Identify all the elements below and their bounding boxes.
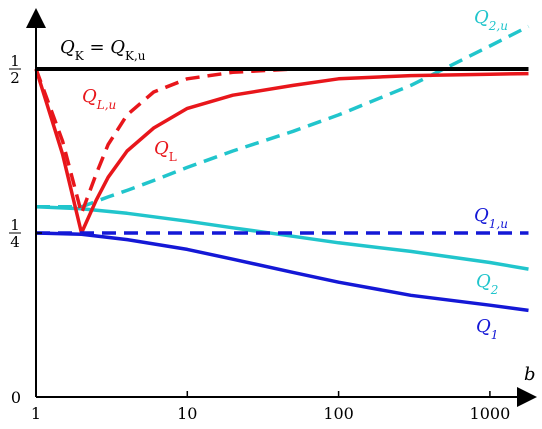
series-label-main: Q (476, 271, 491, 292)
series-label-subscript: L,u (96, 98, 117, 112)
series-label-subscript: 2 (490, 283, 499, 297)
x-tick-label-2: 100 (323, 404, 354, 423)
x-tick-label-3: 1000 (470, 404, 511, 423)
series-layer (34, 24, 530, 313)
series-label-subscript: 2,u (488, 19, 508, 33)
series-line-qlu (34, 67, 529, 216)
series-label-subscript: L (169, 150, 177, 164)
series-line-q1 (35, 231, 529, 313)
y-tick-denominator-1: 4 (10, 233, 20, 251)
axes-layer: b (26, 8, 537, 407)
series-label-main: Q (476, 316, 491, 337)
x-tick-label-1: 10 (177, 404, 197, 423)
series-label-q1: Q1 (476, 316, 498, 342)
series-label-qlu: QL,u (82, 86, 116, 112)
series-label-q1u: Q1,u (474, 205, 508, 231)
series-label-subscript: 1 (491, 328, 499, 342)
series-label-main: Q (60, 37, 75, 58)
y-tick-numerator-1: 1 (10, 216, 20, 234)
series-label-q2: Q2 (476, 271, 498, 297)
series-label-ql: QL (154, 138, 177, 164)
series-label-suffix-subscript: K,u (125, 49, 146, 63)
series-label-q2u: Q2,u (474, 7, 508, 33)
series-label-qk: QK = QK,u (60, 37, 146, 63)
series-label-subscript: K (75, 49, 85, 63)
y-tick-denominator-2: 2 (10, 69, 20, 87)
series-label-main: Q (474, 205, 489, 226)
series-label-subscript: 1,u (489, 217, 508, 231)
series-label-main: Q (154, 138, 169, 159)
x-axis-label: b (524, 364, 536, 385)
series-line-ql (34, 68, 529, 235)
series-label-main: Q (82, 86, 97, 107)
x-tick-label-0: 1 (31, 404, 41, 423)
series-label-main: Q (474, 7, 489, 28)
series-label-suffix: = Q (84, 37, 126, 58)
y-tick-label-0: 0 (11, 388, 21, 407)
y-tick-label-1: 14 (9, 216, 21, 251)
y-tick-numerator-2: 1 (10, 52, 20, 70)
y-tick-label-2: 12 (9, 52, 21, 87)
